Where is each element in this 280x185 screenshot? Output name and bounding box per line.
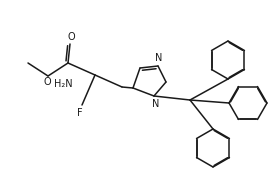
Text: O: O: [67, 32, 75, 42]
Text: N: N: [155, 53, 163, 63]
Text: H₂N: H₂N: [54, 79, 73, 89]
Text: N: N: [152, 99, 160, 109]
Text: O: O: [43, 77, 51, 87]
Text: F: F: [77, 108, 83, 118]
